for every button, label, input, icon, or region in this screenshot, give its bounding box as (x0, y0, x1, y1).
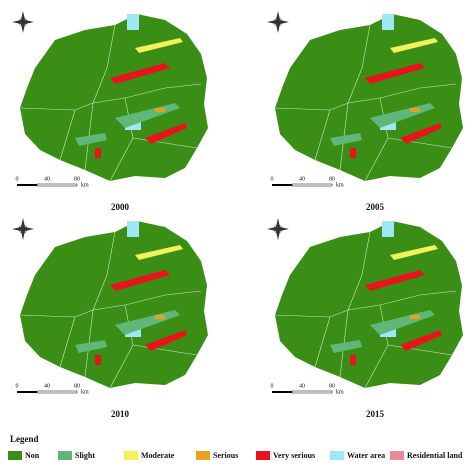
scale-label: 0 (271, 176, 274, 182)
scale-bar (36, 183, 78, 187)
legend-label: Moderate (141, 451, 175, 460)
map (274, 13, 464, 182)
legend-swatch (124, 451, 138, 460)
map (274, 220, 464, 389)
legend: Non Slight Moderate Serious Very serious Wate… (8, 451, 463, 460)
legend-swatch (256, 451, 270, 460)
scale-bar (17, 391, 37, 393)
scale-unit: km (81, 182, 89, 188)
scale-label: 80 (329, 176, 335, 182)
legend-swatch (8, 451, 22, 460)
map (19, 13, 209, 182)
north-arrow (266, 217, 290, 241)
legend-label: Water area (347, 451, 385, 460)
scale-bar (291, 390, 333, 394)
scale-label: 80 (74, 176, 80, 182)
legend-swatch (58, 451, 72, 460)
scale-unit: km (336, 182, 344, 188)
scale-bar (17, 184, 37, 186)
legend-label: Non (25, 451, 40, 460)
year-label: 2010 (111, 409, 130, 419)
map (19, 220, 209, 389)
legend-label: Slight (75, 451, 95, 460)
year-label: 2015 (366, 409, 385, 419)
north-arrow (11, 10, 35, 34)
scale-label: 40 (44, 383, 50, 389)
north-arrow (11, 217, 35, 241)
scale-bar (272, 391, 292, 393)
legend-swatch (390, 451, 404, 460)
legend-swatch (330, 451, 344, 460)
scale-label: 0 (16, 383, 19, 389)
legend-label: Serious (213, 451, 238, 460)
scale-unit: km (81, 389, 89, 395)
north-arrow (266, 10, 290, 34)
scale-bar (36, 390, 78, 394)
scale-label: 40 (299, 176, 305, 182)
scale-unit: km (336, 389, 344, 395)
scale-label: 0 (16, 176, 19, 182)
scale-label: 40 (44, 176, 50, 182)
year-label: 2005 (366, 202, 385, 212)
scale-label: 80 (329, 383, 335, 389)
scale-label: 80 (74, 383, 80, 389)
scale-label: 40 (299, 383, 305, 389)
year-label: 2000 (111, 202, 130, 212)
legend-label: Very serious (273, 451, 315, 460)
scale-bar (291, 183, 333, 187)
scale-bar (272, 184, 292, 186)
legend-title: Legend (10, 434, 39, 444)
legend-swatch (196, 451, 210, 460)
scale-label: 0 (271, 383, 274, 389)
legend-label: Residential land (407, 451, 463, 460)
